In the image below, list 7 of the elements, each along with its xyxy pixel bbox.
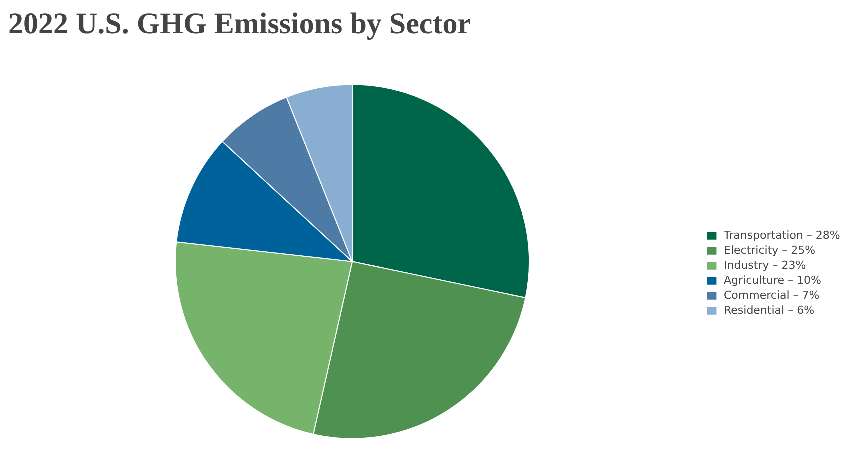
- legend-label: Commercial – 7%: [724, 289, 820, 302]
- legend-label: Electricity – 25%: [724, 244, 816, 257]
- legend-label: Transportation – 28%: [724, 229, 840, 242]
- legend-label: Agriculture – 10%: [724, 274, 822, 287]
- legend-label: Residential – 6%: [724, 304, 815, 317]
- legend-label: Industry – 23%: [724, 259, 806, 272]
- chart-title: 2022 U.S. GHG Emissions by Sector: [8, 8, 472, 40]
